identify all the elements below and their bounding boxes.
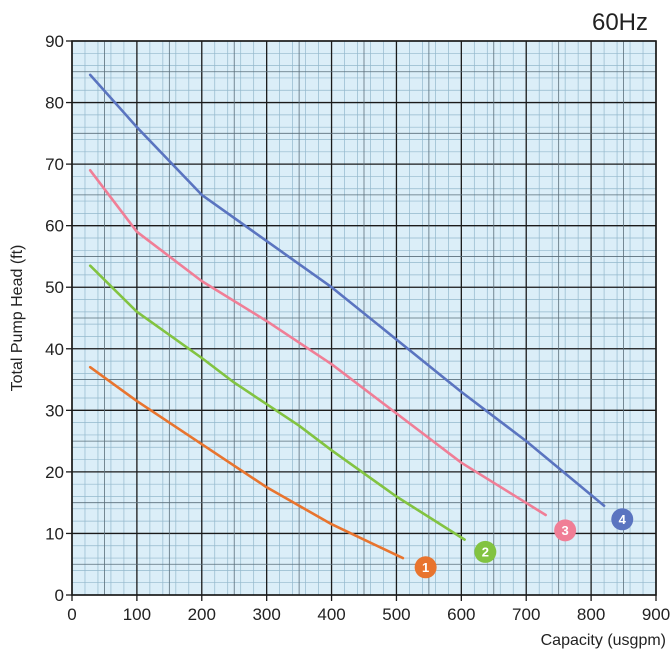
y-tick-label: 90: [45, 32, 64, 51]
series-line-2: [88, 264, 466, 541]
x-tick-label: 900: [642, 605, 670, 624]
x-tick-label: 500: [382, 605, 410, 624]
curve-number-badges: 1 2 3 4: [414, 508, 634, 579]
y-tick-label: 60: [45, 217, 64, 236]
curve-badge-1: [414, 556, 437, 579]
tick-marks: [66, 40, 657, 601]
x-tick-label: 600: [447, 605, 475, 624]
curve-badge-4: [611, 508, 634, 531]
major-grid: [71, 40, 657, 596]
x-tick-label: 700: [512, 605, 540, 624]
curve-badge-label-1: 1: [422, 560, 429, 575]
series-line-1: [88, 365, 405, 560]
x-tick-label: 800: [577, 605, 605, 624]
y-tick-label: 20: [45, 463, 64, 482]
curve-badge-label-2: 2: [482, 544, 489, 559]
y-tick-label: 40: [45, 340, 64, 359]
plot-frame: [71, 40, 657, 596]
x-axis-label: Capacity (usgpm): [541, 632, 666, 649]
y-axis-label: Total Pump Head (ft): [9, 245, 26, 392]
y-tick-label: 70: [45, 155, 64, 174]
y-tick-label: 50: [45, 278, 64, 297]
series-line-4: [88, 73, 606, 507]
curve-badge-label-4: 4: [619, 512, 627, 527]
y-tick-labels: 0 10 20 30 40 50 60 70 80 90: [45, 32, 64, 605]
y-tick-label: 10: [45, 524, 64, 543]
x-tick-label: 200: [188, 605, 216, 624]
x-tick-labels: 0 100 200 300 400 500 600 700 800 900: [67, 605, 670, 624]
y-tick-label: 80: [45, 94, 64, 113]
y-tick-label: 0: [55, 586, 64, 605]
frequency-label: 60Hz: [592, 9, 648, 36]
series-layer: [88, 73, 606, 560]
x-tick-label: 0: [67, 605, 76, 624]
x-tick-label: 300: [252, 605, 280, 624]
curve-badge-label-3: 3: [562, 523, 569, 538]
series-line-3: [88, 169, 547, 517]
y-tick-label: 30: [45, 401, 64, 420]
x-tick-label: 100: [123, 605, 151, 624]
curve-badge-3: [554, 519, 577, 542]
x-tick-label: 400: [317, 605, 345, 624]
curve-badge-2: [474, 540, 497, 563]
